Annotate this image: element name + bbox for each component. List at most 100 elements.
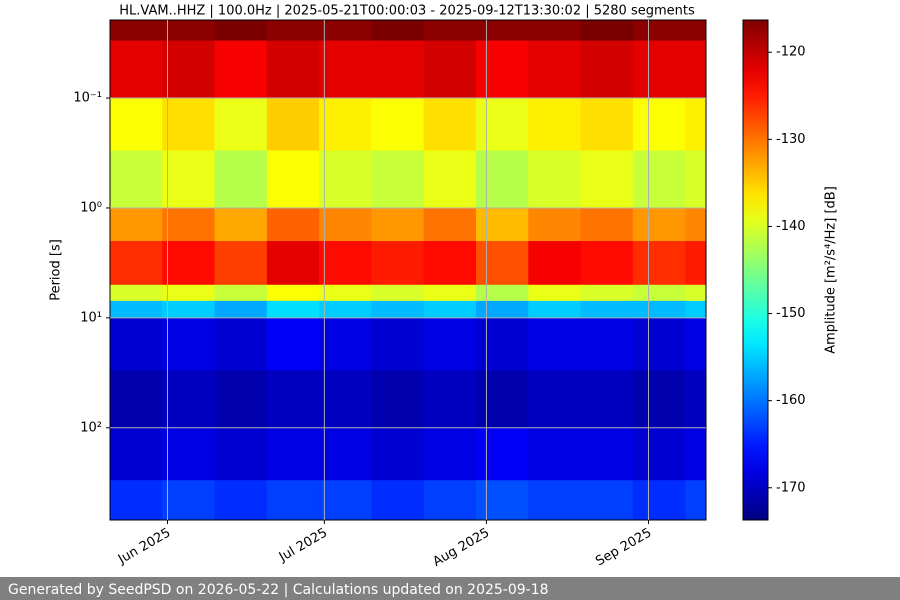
heatmap-cell bbox=[110, 40, 163, 99]
heatmap-cell bbox=[162, 370, 216, 429]
heatmap-cell bbox=[423, 300, 477, 319]
heatmap-cell bbox=[214, 241, 268, 286]
heatmap-cell bbox=[214, 480, 268, 521]
colorbar-label: Amplitude [m²/s⁴/Hz] [dB] bbox=[824, 186, 839, 354]
heatmap-cell bbox=[371, 300, 425, 319]
heatmap-cell bbox=[580, 241, 634, 286]
heatmap-cell bbox=[266, 427, 320, 481]
heatmap-cell bbox=[685, 427, 707, 481]
heatmap-cell bbox=[162, 300, 216, 319]
heatmap-cell bbox=[423, 317, 477, 371]
heatmap-cell bbox=[580, 300, 634, 319]
heatmap-cell bbox=[580, 98, 634, 151]
heatmap-cell bbox=[319, 150, 372, 209]
heatmap-cell bbox=[632, 241, 686, 286]
heatmap-cell bbox=[110, 370, 163, 429]
heatmap-cell bbox=[266, 40, 320, 99]
heatmap-cell bbox=[528, 427, 582, 481]
y-tick-label: 10² bbox=[80, 420, 102, 435]
heatmap-cell bbox=[371, 207, 425, 242]
heatmap-cell bbox=[371, 370, 425, 429]
heatmap-cell bbox=[632, 20, 686, 42]
heatmap-cell bbox=[110, 480, 163, 521]
plot-frame bbox=[109, 19, 707, 521]
heatmap-cell bbox=[685, 241, 707, 286]
heatmap-cell bbox=[475, 241, 529, 286]
heatmap-cell bbox=[371, 20, 425, 42]
heatmap-cell bbox=[632, 98, 686, 151]
heatmap-cell bbox=[475, 40, 529, 99]
heatmap-cell bbox=[580, 284, 634, 302]
heatmap-cell bbox=[423, 98, 477, 151]
heatmap-cell bbox=[475, 370, 529, 429]
heatmap-cell bbox=[319, 370, 372, 429]
heatmap-cell bbox=[423, 207, 477, 242]
heatmap-cell bbox=[266, 317, 320, 371]
heatmap-cell bbox=[266, 207, 320, 242]
heatmap-cell bbox=[162, 480, 216, 521]
heatmap-cell bbox=[423, 370, 477, 429]
heatmap-cell bbox=[632, 480, 686, 521]
heatmap-cell bbox=[319, 300, 372, 319]
heatmap-cell bbox=[371, 40, 425, 99]
heatmap-cell bbox=[632, 284, 686, 302]
heatmap-cell bbox=[685, 98, 707, 151]
footer: Generated by SeedPSD on 2026-05-22 | Cal… bbox=[8, 582, 549, 598]
heatmap-cell bbox=[580, 150, 634, 209]
heatmap-cell bbox=[475, 480, 529, 521]
heatmap-cell bbox=[319, 98, 372, 151]
heatmap-cell bbox=[685, 480, 707, 521]
heatmap-cell bbox=[475, 207, 529, 242]
heatmap-cell bbox=[685, 300, 707, 319]
y-tick-label: 10¹ bbox=[80, 310, 102, 325]
heatmap-cell bbox=[266, 480, 320, 521]
colorbar-tick-label: -150 bbox=[776, 306, 806, 321]
heatmap-cell bbox=[162, 317, 216, 371]
heatmap-cell bbox=[319, 480, 372, 521]
heatmap-cell bbox=[580, 40, 634, 99]
heatmap-cell bbox=[528, 207, 582, 242]
heatmap-cell bbox=[319, 40, 372, 99]
heatmap-cell bbox=[423, 150, 477, 209]
heatmap-cell bbox=[475, 300, 529, 319]
heatmap-cell bbox=[685, 284, 707, 302]
heatmap-cell bbox=[528, 150, 582, 209]
heatmap-cell bbox=[110, 207, 163, 242]
colorbar-tick-label: -120 bbox=[776, 45, 806, 60]
heatmap-cell bbox=[319, 20, 372, 42]
heatmap-cell bbox=[580, 480, 634, 521]
heatmap-cell bbox=[528, 480, 582, 521]
heatmap-cell bbox=[110, 284, 163, 302]
heatmap-cell bbox=[528, 40, 582, 99]
heatmap-cell bbox=[580, 427, 634, 481]
heatmap-cell bbox=[528, 300, 582, 319]
heatmap-cell bbox=[110, 300, 163, 319]
heatmap-cell bbox=[371, 480, 425, 521]
heatmap-cell bbox=[371, 317, 425, 371]
y-axis-label: Period [s] bbox=[49, 239, 64, 301]
heatmap-cell bbox=[319, 317, 372, 371]
heatmap-cell bbox=[266, 284, 320, 302]
heatmap-cell bbox=[528, 20, 582, 42]
heatmap-cell bbox=[528, 317, 582, 371]
heatmap-cell bbox=[110, 241, 163, 286]
heatmap-cell bbox=[423, 480, 477, 521]
heatmap-cell bbox=[214, 284, 268, 302]
heatmap-cell bbox=[423, 20, 477, 42]
heatmap-cell bbox=[475, 317, 529, 371]
heatmap-cell bbox=[214, 427, 268, 481]
colorbar-tick-label: -170 bbox=[776, 480, 806, 495]
heatmap-cell bbox=[685, 20, 707, 42]
heatmap-cell bbox=[266, 20, 320, 42]
heatmap-cell bbox=[110, 150, 163, 209]
heatmap-cell bbox=[423, 40, 477, 99]
chart-title: HL.VAM..HHZ | 100.0Hz | 2025-05-21T00:00… bbox=[119, 4, 695, 19]
heatmap-cell bbox=[319, 427, 372, 481]
heatmap-cell bbox=[475, 150, 529, 209]
heatmap-cell bbox=[371, 150, 425, 209]
colorbar-tick-label: -160 bbox=[776, 393, 806, 408]
y-tick-label: 10⁻¹ bbox=[73, 91, 102, 106]
heatmap-cell bbox=[528, 370, 582, 429]
heatmap-cell bbox=[162, 98, 216, 151]
